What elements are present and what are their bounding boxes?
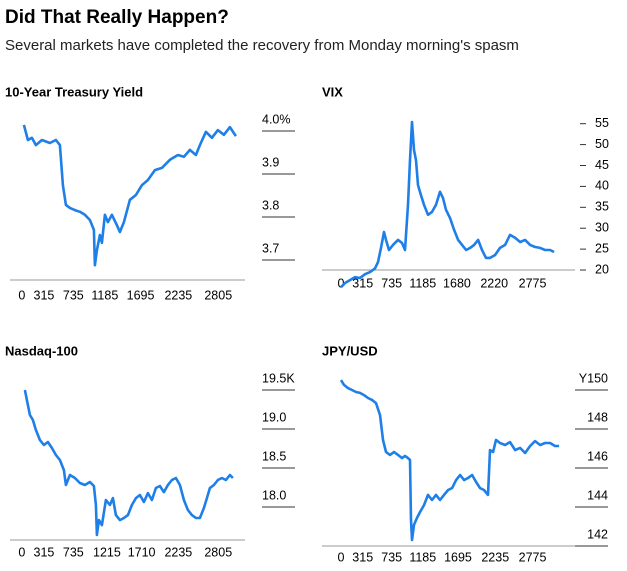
x-tick-label: 1680 — [443, 276, 471, 290]
x-tick-label: 0 — [338, 276, 345, 290]
y-tick-label: 30 — [595, 221, 609, 235]
x-tick-label: 735 — [63, 288, 84, 302]
y-tick-label: 3.8 — [262, 198, 279, 212]
x-tick-label: 0 — [18, 545, 25, 559]
y-tick-label: 19.5K — [262, 371, 295, 385]
y-tick-label: 40 — [595, 179, 609, 193]
y-tick-label: 35 — [595, 200, 609, 214]
y-tick-label: 3.9 — [262, 155, 279, 169]
x-tick-label: 735 — [63, 545, 84, 559]
subtitle: Several markets have completed the recov… — [5, 37, 519, 54]
y-tick-label: 146 — [587, 449, 608, 463]
series-line — [340, 120, 555, 289]
x-tick-label: 2775 — [519, 550, 547, 564]
series-line — [22, 124, 237, 267]
y-tick-label: 142 — [587, 527, 608, 541]
x-tick-label: 1185 — [409, 276, 436, 290]
y-tick-label: 3.7 — [262, 241, 279, 255]
y-tick-label: 50 — [595, 137, 609, 151]
x-tick-label: 2235 — [164, 545, 192, 559]
y-tick-label: 18.0 — [262, 488, 286, 502]
y-tick-label: 144 — [587, 488, 608, 502]
x-tick-label: 0 — [338, 550, 345, 564]
x-tick-label: 2235 — [481, 550, 509, 564]
panel-title: 10-Year Treasury Yield — [5, 84, 143, 99]
y-tick-label: Y150 — [579, 371, 608, 385]
x-tick-label: 315 — [34, 288, 55, 302]
x-tick-label: 1695 — [127, 288, 155, 302]
x-tick-label: 1710 — [128, 545, 156, 559]
panel-title: Nasdaq-100 — [5, 343, 78, 358]
x-tick-label: 2805 — [204, 288, 232, 302]
x-tick-label: 735 — [381, 550, 402, 564]
y-tick-label: 25 — [595, 241, 609, 255]
x-tick-label: 735 — [381, 276, 402, 290]
x-tick-label: 1695 — [444, 550, 472, 564]
y-tick-label: 4.0% — [262, 112, 291, 126]
y-tick-label: 20 — [595, 262, 609, 276]
x-tick-label: 2805 — [204, 545, 232, 559]
y-tick-label: 148 — [587, 410, 608, 424]
series-line — [23, 389, 234, 537]
x-tick-label: 2220 — [480, 276, 508, 290]
y-tick-label: 45 — [595, 158, 609, 172]
x-tick-label: 315 — [352, 276, 373, 290]
series-line — [339, 379, 560, 542]
panel-title: VIX — [322, 84, 343, 99]
x-tick-label: 2775 — [519, 276, 547, 290]
x-tick-label: 315 — [34, 545, 55, 559]
x-tick-label: 1215 — [93, 545, 121, 559]
y-tick-label: 19.0 — [262, 410, 286, 424]
x-tick-label: 1185 — [91, 288, 118, 302]
panel-title: JPY/USD — [322, 343, 378, 358]
title: Did That Really Happen? — [5, 7, 229, 28]
x-tick-label: 0 — [18, 288, 25, 302]
x-tick-label: 315 — [352, 550, 373, 564]
x-tick-label: 1185 — [409, 550, 436, 564]
x-tick-label: 2235 — [164, 288, 192, 302]
y-tick-label: 18.5 — [262, 449, 286, 463]
y-tick-label: 55 — [595, 116, 609, 130]
